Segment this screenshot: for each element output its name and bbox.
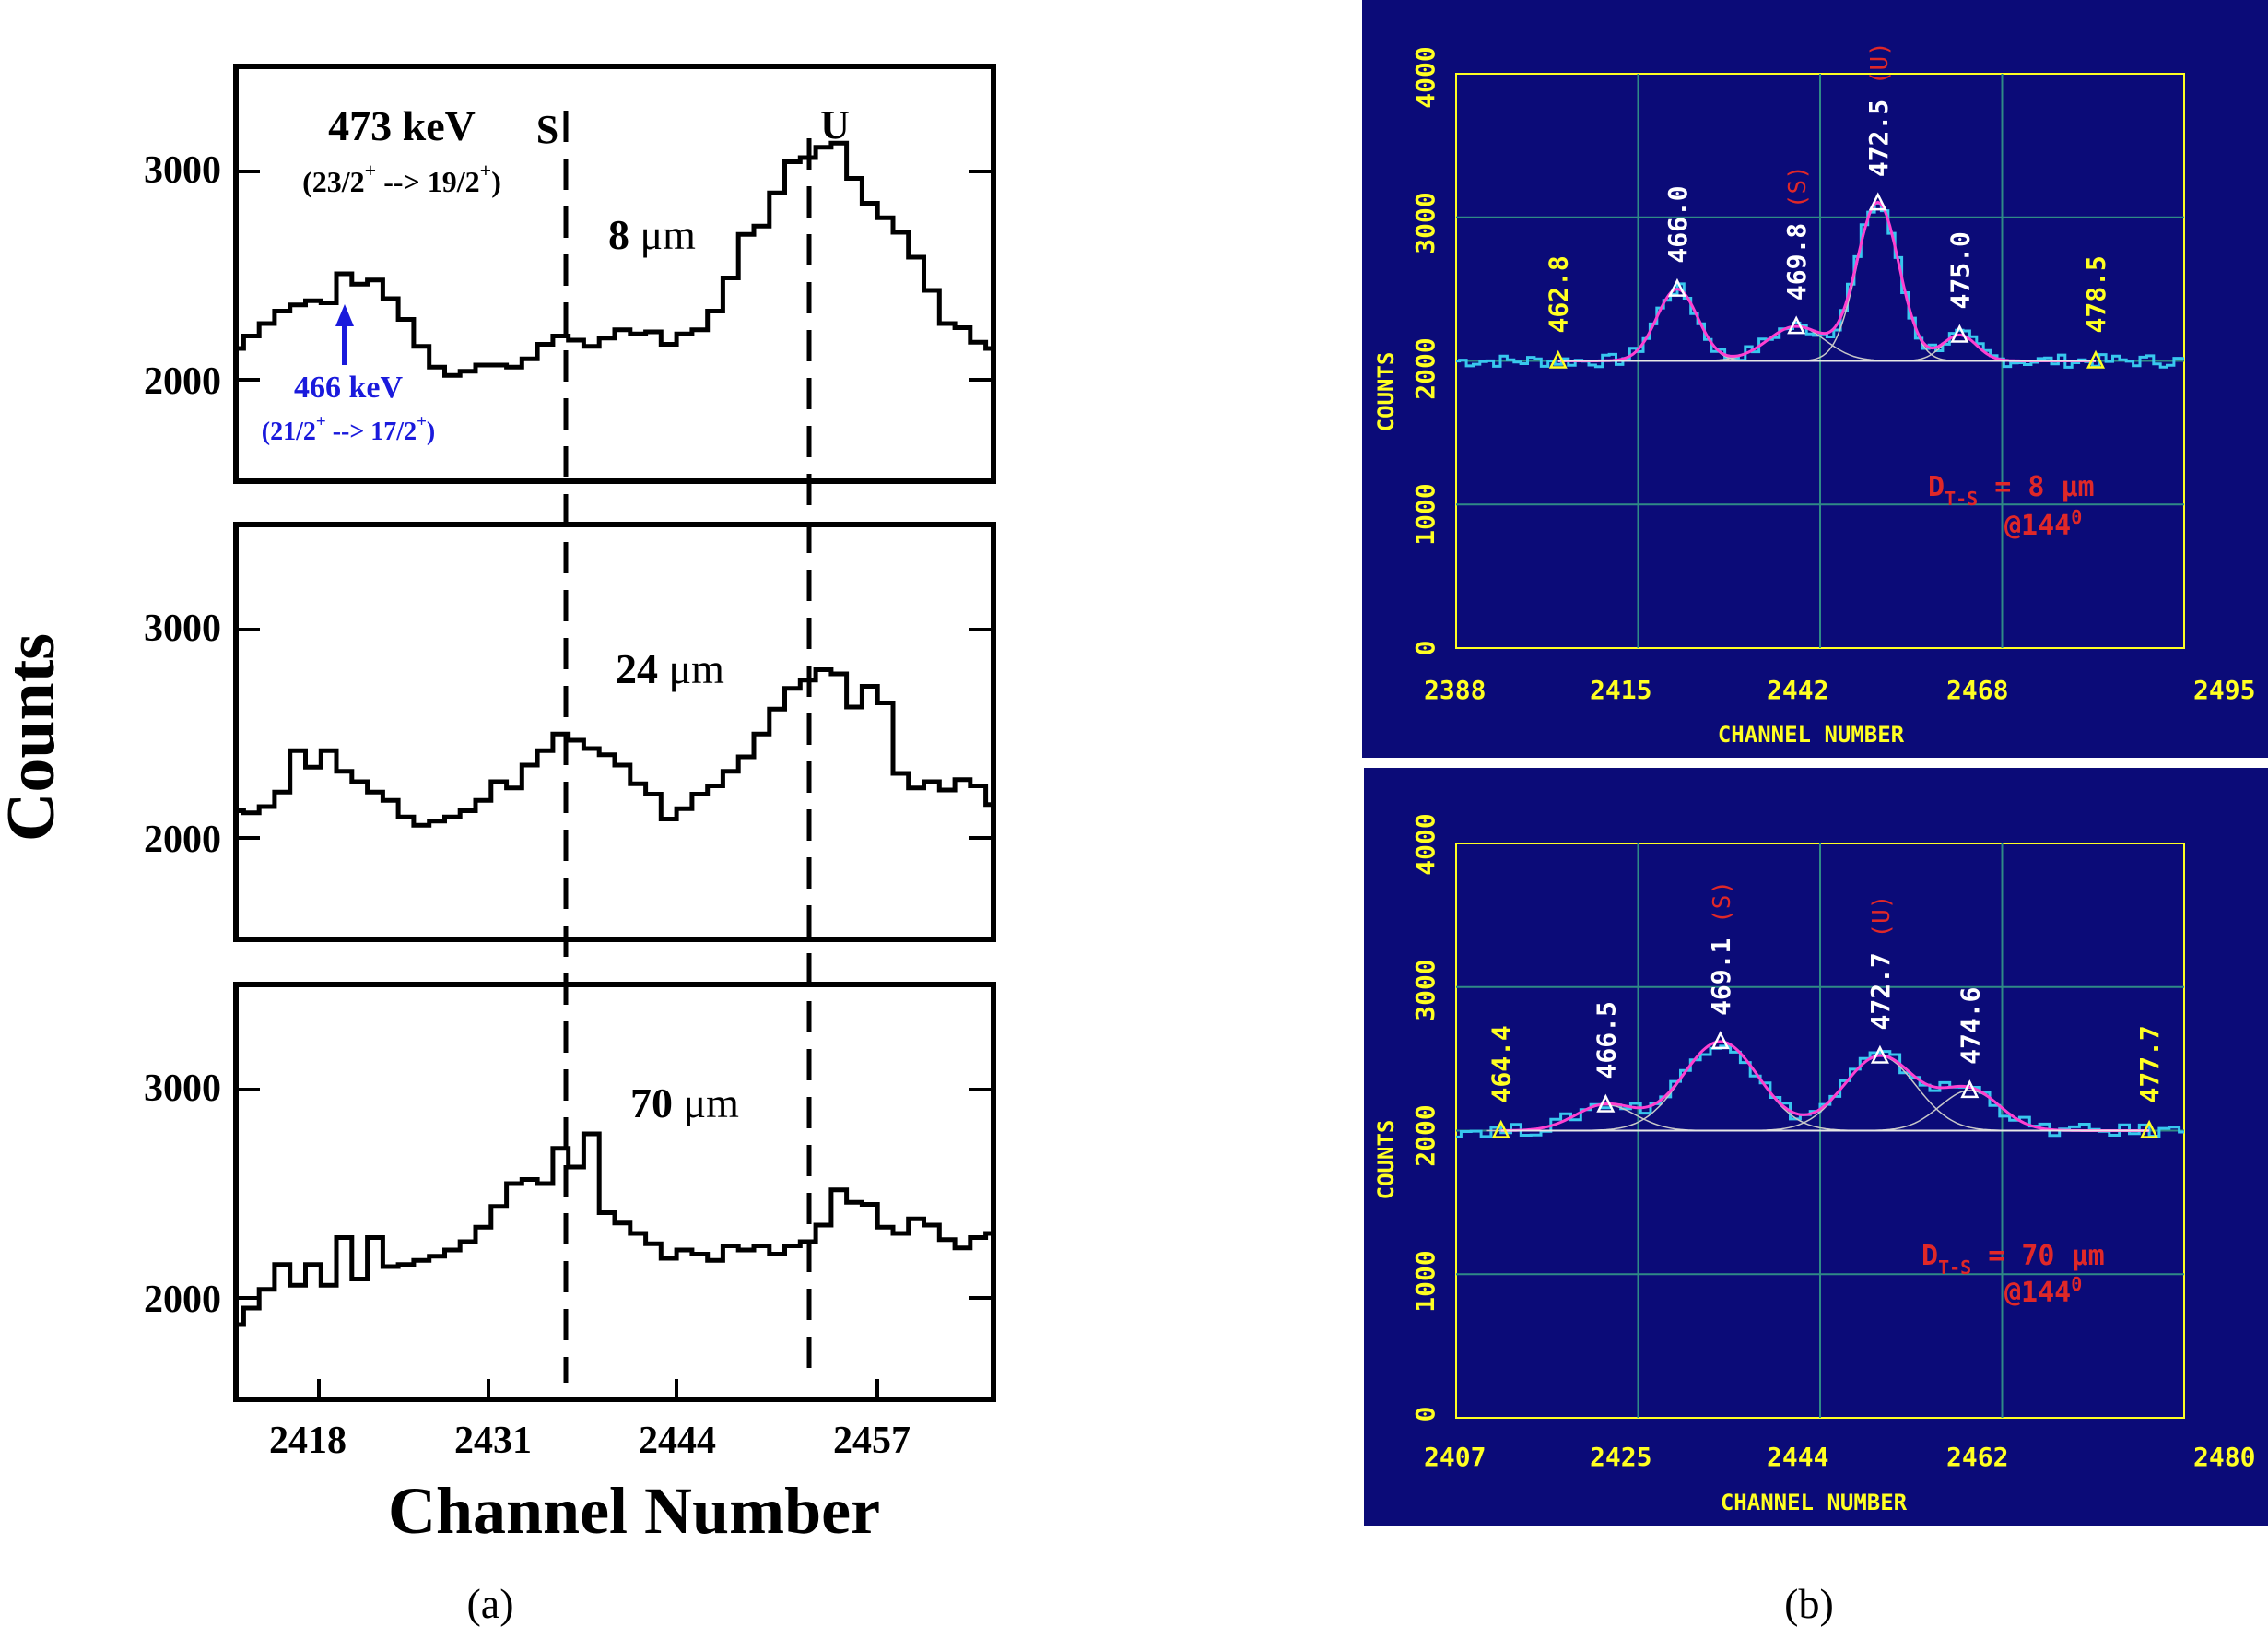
histogram-8um [236,140,993,378]
xtick-2495: 2495 [2193,675,2255,705]
end-marker-label: 478.5 [2081,255,2111,333]
peak-label: 469.8 [1781,223,1812,301]
peak-marker [1870,1044,1889,1064]
xtick-2388: 2388 [1424,675,1486,705]
xtick-2407: 2407 [1424,1442,1486,1472]
xtick-2442: 2442 [1767,675,1828,705]
spectrum-top-angle: @1440 [2004,506,2082,542]
histogram-24um [236,667,993,828]
panel-a-ylabel: Counts [0,633,69,842]
panel-a-caption: (a) [466,1580,513,1627]
xtick-2457: 2457 [833,1420,911,1462]
end-marker [1548,349,1568,369]
ytick-2000-b: 2000 [144,819,221,861]
spectrum-bottom-xlabel: CHANNEL NUMBER [1721,1490,1908,1515]
peak-marker [1960,1079,1980,1099]
label-70um: 70 μm [630,1079,739,1126]
spectrum-bottom-xticks: 2407 2425 2444 2462 2480 [1424,1442,2255,1472]
spectrum-top-bg [1362,0,2268,758]
spectrum-bottom-ylabel: COUNTS [1373,1120,1399,1200]
spectrum-bottom-bg [1364,768,2268,1526]
peak-label: 472.7 [1865,952,1896,1030]
peak-label: 475.0 [1945,231,1975,309]
ytick-1000-bottom: 1000 [1410,1250,1440,1312]
peak-label: 474.6 [1955,987,1985,1065]
ytick-3000-top: 3000 [1410,192,1440,253]
xtick-2418: 2418 [269,1420,347,1462]
ytick-2000-top: 2000 [1410,337,1440,399]
label-473kev: 473 keV [328,102,476,149]
ytick-0-bottom: 0 [1410,1407,1440,1422]
label-24um: 24 μm [616,645,724,692]
ytick-3000-a: 3000 [144,149,221,192]
subplot-24um-frame [233,522,996,942]
xtick-2415: 2415 [1590,675,1651,705]
xtick-2444: 2444 [639,1420,716,1462]
ytick-4000-top: 4000 [1410,46,1440,108]
panel-a-xlabel: Channel Number [388,1474,880,1548]
xtick-2425: 2425 [1590,1442,1651,1472]
panel-b: 0 1000 2000 3000 4000 COUNTS 2388 2415 2… [1362,0,2268,1627]
histogram-70um [236,1131,993,1327]
xtick-2468: 2468 [1946,675,2008,705]
peak-marker [1596,1093,1616,1113]
xtick-2444: 2444 [1767,1442,1828,1472]
spectrum-bottom-peak-markers: 464.4 477.7 466.5 469.1 (S) 472.7 (U) 474.6 [1487,880,2165,1138]
subplot-8um-frame [233,64,996,484]
ytick-2000-a: 2000 [144,360,221,403]
label-473-transition: (23/2+ --> 19/2+) [302,159,501,198]
subplot-70um-frame [233,982,996,1402]
ytick-4000-bottom: 4000 [1410,813,1440,875]
ytick-2000-bottom: 2000 [1410,1104,1440,1166]
spectrum-top-distance: DT-S = 8 μm [1928,471,2095,510]
blue-arrow-head [335,304,354,326]
label-466-transition: (21/2+ --> 17/2+) [262,412,435,446]
marker-s-label: S [536,107,558,152]
peak-tag: (U) [1866,41,1894,85]
peak-label: 466.5 [1591,1001,1621,1079]
spectrum-bottom-distance: DT-S = 70 μm [1921,1240,2105,1279]
ytick-2000-c: 2000 [144,1279,221,1321]
peak-label: 466.0 [1663,185,1693,263]
spectrum-top-peak-markers: 462.8 478.5 466.0 469.8 (S) 472.5 (U) 475.0 [1544,41,2111,369]
ytick-3000-b: 3000 [144,607,221,650]
end-marker-label: 464.4 [1487,1025,1517,1102]
peak-marker [1950,324,1969,343]
label-466kev: 466 keV [294,371,404,405]
ytick-0-top: 0 [1410,641,1440,656]
ytick-3000-c: 3000 [144,1067,221,1110]
peak-tag: (S) [1784,165,1812,208]
peak-tag: (U) [1868,895,1896,938]
peak-marker [1868,192,1887,211]
marker-u-label: U [820,102,850,147]
ytick-1000-top: 1000 [1410,483,1440,545]
peak-label: 469.1 [1706,938,1736,1016]
ytick-3000-bottom: 3000 [1410,959,1440,1020]
peak-label: 472.5 [1863,100,1894,177]
xtick-2431: 2431 [454,1420,532,1462]
spectrum-top-xticks: 2388 2415 2442 2468 2495 [1424,675,2255,705]
panel-a: Counts 3000 2000 3000 2000 3000 2000 241… [0,64,996,1627]
spectrum-top-ylabel: COUNTS [1373,352,1399,432]
xtick-2462: 2462 [1946,1442,2008,1472]
spectrum-bottom-angle: @1440 [2004,1273,2082,1309]
end-marker [1491,1119,1510,1138]
spectrum-bottom-yticks: 0 1000 2000 3000 4000 [1410,813,1440,1421]
end-marker-label: 477.7 [2134,1025,2165,1102]
panel-b-caption: (b) [1784,1580,1834,1627]
xtick-marks-a [317,1379,879,1399]
end-marker [2140,1119,2159,1138]
spectrum-top-xlabel: CHANNEL NUMBER [1718,722,1905,748]
peak-marker [1710,1031,1730,1050]
peak-marker [1667,277,1686,297]
end-marker-label: 462.8 [1544,255,1574,333]
peak-tag: (S) [1709,880,1736,924]
xtick-2480: 2480 [2193,1442,2255,1472]
spectrum-top-yticks: 0 1000 2000 3000 4000 [1410,46,1440,655]
label-8um: 8 μm [608,211,696,258]
end-marker [2086,349,2106,369]
ytick-marks-a [236,170,993,1300]
peak-marker [1787,315,1806,335]
